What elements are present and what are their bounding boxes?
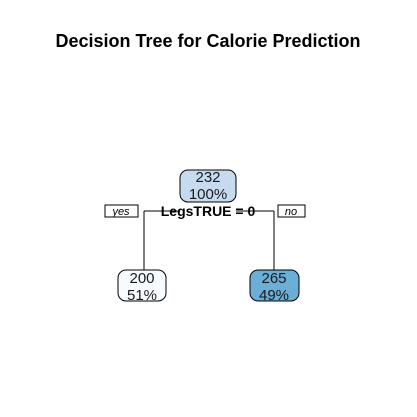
branch-yes-label: yes — [111, 206, 130, 218]
split-condition-label: LegsTRUE = 0 — [161, 203, 256, 219]
root-node-box — [179, 169, 237, 203]
branch-no-box — [277, 204, 306, 218]
left-leaf-node-box — [117, 269, 167, 302]
branch-yes-box — [104, 204, 139, 218]
right-leaf-node-value: 265 — [261, 270, 286, 287]
right-leaf-node-box — [249, 269, 300, 302]
right-leaf-node: 265 49% — [249, 269, 300, 304]
branch-no-label: no — [285, 206, 297, 218]
left-leaf-node-value: 200 — [129, 270, 154, 287]
root-node-value: 232 — [195, 169, 220, 186]
right-leaf-node-percent: 49% — [259, 287, 289, 304]
root-node-percent: 100% — [189, 186, 227, 203]
left-leaf-node: 200 51% — [117, 269, 167, 304]
left-leaf-node-percent: 51% — [127, 287, 157, 304]
root-node: 232 100% — [179, 169, 237, 203]
branch-yes: yes — [104, 204, 139, 218]
branch-no: no — [277, 204, 306, 218]
diagram-title: Decision Tree for Calorie Prediction — [55, 31, 360, 51]
